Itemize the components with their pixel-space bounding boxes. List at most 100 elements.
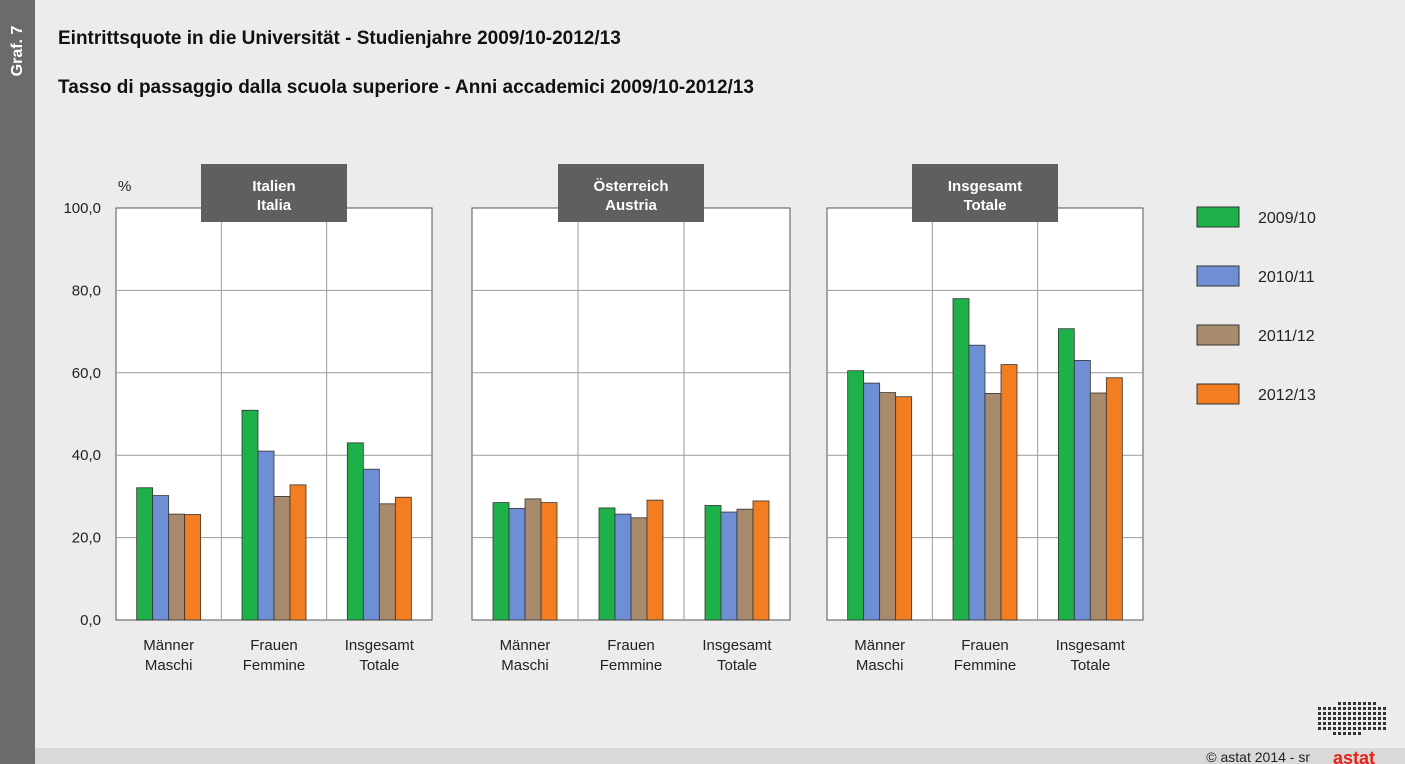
logo-dot: [1373, 717, 1376, 720]
x-category-label: Männer: [500, 637, 551, 654]
logo-dot: [1348, 712, 1351, 715]
bar-2012-13: [289, 484, 307, 621]
logo-dot: [1373, 727, 1376, 730]
logo-dot: [1328, 717, 1331, 720]
logo-dot: [1323, 722, 1326, 725]
logo-dot: [1343, 717, 1346, 720]
logo-dot: [1338, 707, 1341, 710]
logo-dot: [1328, 727, 1331, 730]
logo-dot: [1358, 732, 1361, 735]
bar-2011-12: [984, 392, 1002, 621]
side-strip: Graf. 7: [0, 0, 35, 764]
bar-2011-12: [736, 508, 754, 621]
bar-2011-12: [378, 503, 396, 621]
logo-dot: [1348, 717, 1351, 720]
logo-dot: [1323, 712, 1326, 715]
logo-dot: [1318, 707, 1321, 710]
logo-dot: [1378, 707, 1381, 710]
panel-label-line2: Austria: [605, 197, 657, 214]
logo-dot: [1343, 712, 1346, 715]
chart-title-italian: Tasso di passaggio dalla scuola superior…: [58, 77, 754, 98]
bar-2010-11: [614, 513, 632, 621]
y-tick-label: 60,0: [72, 365, 101, 382]
logo-dot: [1338, 722, 1341, 725]
bar-2010-11: [863, 382, 881, 621]
bar-2009-10: [704, 505, 722, 621]
x-category-label: Totale: [359, 657, 399, 674]
copyright-text: © astat 2014 - sr: [1206, 749, 1310, 764]
logo-dot: [1328, 722, 1331, 725]
bar-2011-12: [273, 495, 291, 621]
y-tick-label: 80,0: [72, 282, 101, 299]
y-tick-label: 100,0: [63, 200, 101, 217]
logo-dot: [1378, 717, 1381, 720]
logo-dot: [1383, 717, 1386, 720]
y-axis-unit: %: [118, 178, 131, 195]
logo-dot: [1318, 717, 1321, 720]
bar-2012-13: [752, 500, 770, 621]
logo-dot: [1333, 707, 1336, 710]
logo-dot: [1353, 732, 1356, 735]
logo-dot: [1363, 722, 1366, 725]
logo-dot: [1368, 727, 1371, 730]
logo-dot: [1338, 717, 1341, 720]
bar-2012-13: [184, 514, 202, 621]
astat-logo: astat: [1332, 748, 1375, 764]
logo-dot: [1333, 712, 1336, 715]
logo-dot: [1348, 727, 1351, 730]
astat-logo-map-icon: [1318, 702, 1386, 735]
panel-label-line1: Italien: [252, 178, 295, 195]
bar-2009-10: [346, 442, 364, 621]
bar-2009-10: [241, 409, 259, 621]
logo-dot: [1363, 702, 1366, 705]
bar-2010-11: [1073, 360, 1091, 621]
logo-dot: [1343, 722, 1346, 725]
panel-label-box: [558, 164, 704, 222]
panel-label-line1: Österreich: [593, 178, 668, 195]
logo-dot: [1338, 732, 1341, 735]
logo-dot: [1353, 722, 1356, 725]
logo-dot: [1378, 712, 1381, 715]
logo-dot: [1328, 707, 1331, 710]
logo-dot: [1323, 727, 1326, 730]
logo-dot: [1353, 727, 1356, 730]
logo-dot: [1368, 707, 1371, 710]
x-category-label: Frauen: [607, 637, 655, 654]
legend-label: 2009/10: [1258, 210, 1316, 227]
bar-2011-12: [524, 498, 542, 621]
logo-dot: [1323, 707, 1326, 710]
x-category-label: Insgesamt: [1056, 637, 1126, 654]
logo-dot: [1333, 732, 1336, 735]
logo-dot: [1353, 717, 1356, 720]
logo-dot: [1358, 707, 1361, 710]
logo-dot: [1363, 707, 1366, 710]
logo-dot: [1333, 722, 1336, 725]
logo-dot: [1378, 727, 1381, 730]
panel-label-line2: Totale: [963, 197, 1006, 214]
footer-bar: [35, 748, 1405, 764]
logo-dot: [1323, 717, 1326, 720]
bar-2010-11: [508, 507, 526, 621]
logo-dot: [1358, 727, 1361, 730]
panel-label-box: [912, 164, 1058, 222]
x-category-label: Totale: [717, 657, 757, 674]
bar-2012-13: [1000, 364, 1018, 621]
x-category-label: Frauen: [250, 637, 298, 654]
bar-2012-13: [540, 502, 558, 621]
x-category-label: Maschi: [501, 657, 549, 674]
x-category-label: Maschi: [145, 657, 193, 674]
x-category-label: Männer: [143, 637, 194, 654]
x-category-label: Frauen: [961, 637, 1009, 654]
chart-title-german: Eintrittsquote in die Universität - Stud…: [58, 28, 621, 49]
x-category-label: Männer: [854, 637, 905, 654]
y-tick-label: 20,0: [72, 530, 101, 547]
x-category-label: Totale: [1070, 657, 1110, 674]
logo-dot: [1358, 712, 1361, 715]
logo-dot: [1358, 722, 1361, 725]
y-tick-label: 0,0: [80, 612, 101, 629]
bar-2009-10: [952, 298, 970, 621]
logo-dot: [1328, 712, 1331, 715]
bar-2010-11: [968, 344, 986, 621]
logo-dot: [1318, 722, 1321, 725]
